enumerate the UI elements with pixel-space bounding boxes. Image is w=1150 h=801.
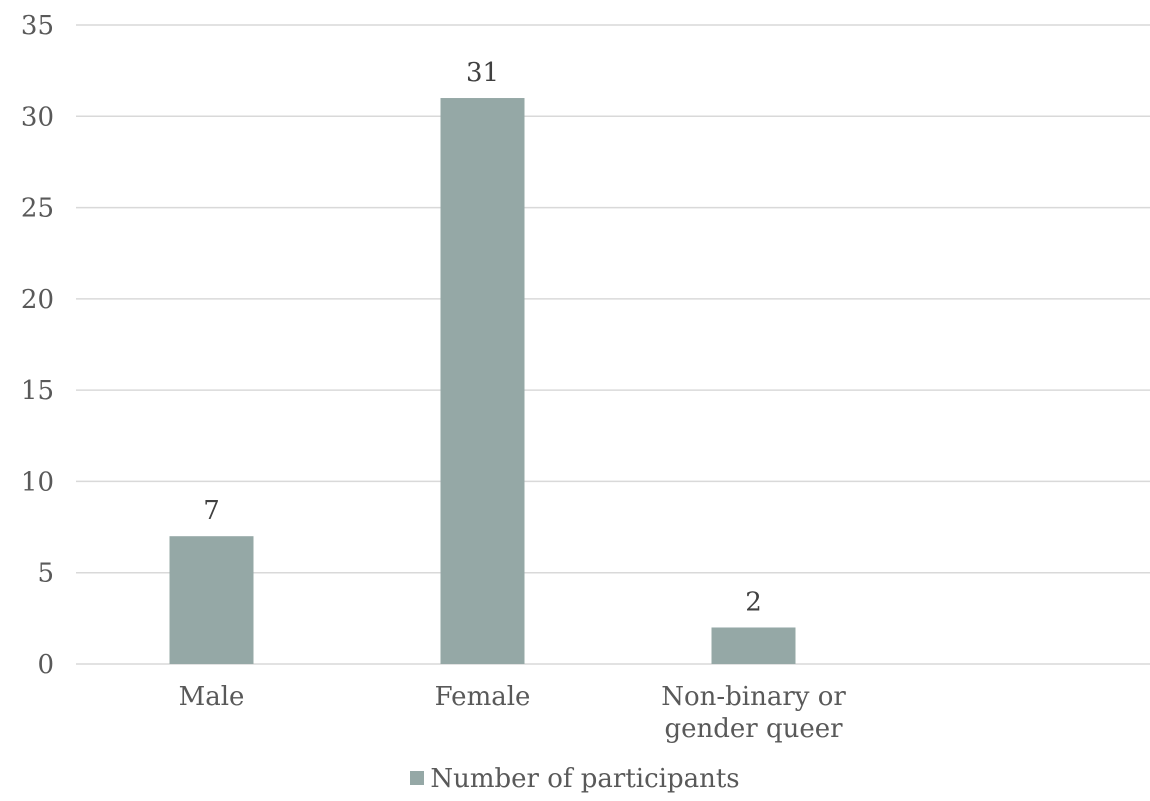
y-tick-label: 5 [37,559,54,589]
y-tick-label: 10 [21,467,54,497]
data-label: 2 [745,587,762,617]
legend-swatch [410,771,425,785]
y-axis-ticks: 0 5 10 15 20 25 30 35 [21,11,54,680]
bar [440,98,525,665]
gridlines [76,24,1150,665]
x-tick-label-line: Female [435,682,531,712]
bar [169,536,254,664]
legend-label: Number of participants [430,764,740,794]
bar [711,627,796,664]
legend: Number of participants [0,762,1150,796]
x-tick-label-line: Non-binary or [661,682,846,712]
x-tick-label-line: Male [179,682,245,712]
y-tick-label: 0 [37,650,54,680]
y-tick-label: 20 [21,285,54,315]
bars [169,98,796,665]
x-tick-label-line: gender queer [664,714,843,744]
data-label: 31 [466,58,499,88]
y-tick-label: 25 [21,194,54,224]
y-tick-label: 15 [21,376,54,406]
x-tick-label: Non-binary or gender queer [661,682,846,744]
x-axis-labels: Male Female Non-binary or gender queer [179,682,847,744]
data-labels: 7 31 2 [203,58,762,617]
y-tick-label: 30 [21,102,54,132]
x-tick-label: Male [179,682,245,712]
x-tick-label: Female [435,682,531,712]
y-tick-label: 35 [21,11,54,41]
data-label: 7 [203,496,220,526]
